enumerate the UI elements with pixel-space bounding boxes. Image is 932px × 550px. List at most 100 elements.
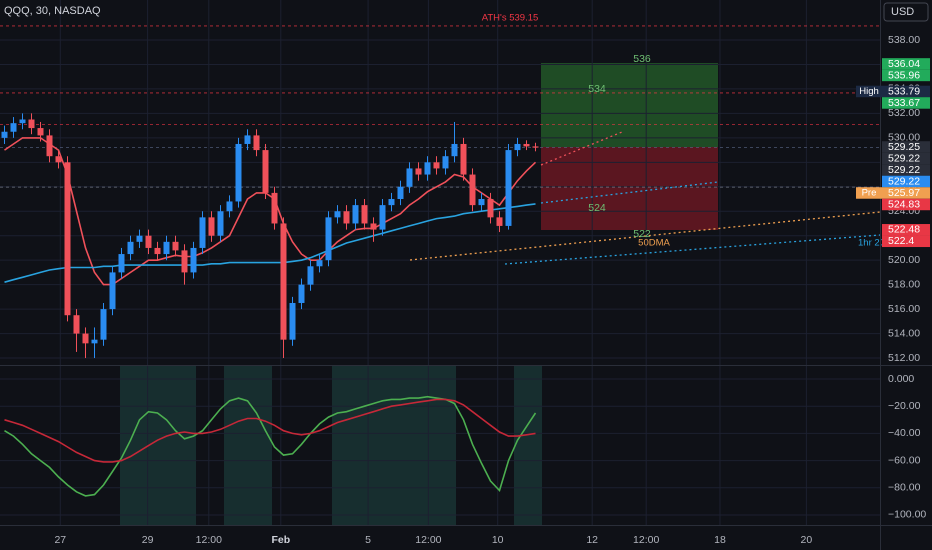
y-tick-label: 532.00 (888, 107, 920, 119)
candle-body (73, 315, 80, 334)
axis: 27 29 12:00 Feb 5 12:00 10 12 12:00 18 20 538.00 536… (54, 34, 930, 546)
price-tag-label: 529.25 (888, 141, 920, 153)
candle-body (343, 211, 350, 224)
candle-body (424, 162, 431, 175)
y-tick-label: −20.00 (888, 400, 921, 412)
stop-box (541, 147, 718, 230)
x-tick-label: 12:00 (196, 534, 222, 546)
marks: ATH's 539.15 (0, 12, 880, 497)
candle-body (100, 309, 107, 340)
box-label: 534 (588, 83, 606, 95)
price-tag-label: 525.97 (888, 187, 920, 199)
candle-body (235, 143, 242, 202)
candle-body (469, 174, 476, 206)
grid (0, 0, 880, 525)
price-tag (882, 187, 930, 199)
candle-body (397, 186, 404, 200)
osc-zones (120, 366, 542, 525)
candle-body (370, 223, 377, 230)
candle-body (91, 339, 98, 344)
candle-body (199, 217, 206, 248)
box-label: 536 (633, 53, 651, 65)
target-box (541, 63, 718, 147)
y-tick-label: 520.00 (888, 254, 920, 266)
price-tag-name: Pre (862, 188, 877, 199)
candle-body (46, 135, 53, 157)
candle-body (145, 235, 152, 248)
candle-body (109, 272, 116, 310)
candle-body (163, 241, 170, 255)
candle-body (82, 333, 89, 344)
x-tick-label: 27 (54, 534, 66, 546)
candle-body (64, 162, 71, 316)
zone (332, 366, 456, 525)
candle-body (55, 156, 62, 163)
zone (224, 366, 272, 525)
candle-body (208, 217, 215, 236)
candle-body (19, 119, 26, 124)
y-tick-label: 518.00 (888, 278, 920, 290)
trend-lines (409, 131, 881, 265)
price-tag (882, 141, 930, 153)
series-line (4, 203, 536, 283)
candle-body (289, 302, 296, 340)
candle-body (172, 241, 179, 251)
candle-body (361, 205, 368, 224)
candle-body (136, 235, 143, 242)
y-tick-label: 516.00 (888, 303, 920, 315)
x-tick-label: 12 (586, 534, 598, 546)
candle-body (154, 247, 161, 255)
price-tag-label: 533.67 (888, 97, 920, 109)
series-line (4, 137, 537, 286)
price-tag (882, 69, 930, 82)
candle-body (352, 205, 359, 224)
x-tick-label: 12:00 (415, 534, 441, 546)
candle-body (325, 217, 332, 261)
zone (120, 366, 196, 525)
price-tag-label: 536.04 (888, 58, 920, 70)
line-label: 50DMA (638, 238, 670, 249)
candle-body (253, 135, 260, 151)
price-tag-label: 522.4 (888, 235, 914, 247)
symbol-title: QQQ, 30, NASDAQ (4, 5, 101, 17)
x-tick-label: 18 (714, 534, 726, 546)
candle-body (505, 150, 512, 226)
candle-body (496, 217, 503, 226)
price-tag-label: 533.79 (888, 85, 920, 97)
candle-body (442, 156, 449, 169)
candle-body (334, 211, 341, 218)
candle-body (271, 192, 278, 224)
price-tag-name: High (859, 86, 879, 97)
price-tag (882, 175, 930, 188)
y-tick-label: 512.00 (888, 352, 920, 364)
y-tick-label: 538.00 (888, 34, 920, 46)
candle-body (523, 143, 530, 147)
candle-body (298, 284, 305, 303)
candle-body (406, 168, 413, 187)
candle-body (532, 146, 539, 148)
series-line (4, 398, 536, 463)
y-tick-label: −80.00 (888, 482, 921, 494)
x-tick-label: 10 (492, 534, 504, 546)
x-tick-label: 12:00 (633, 534, 659, 546)
box-label: 522 (633, 228, 651, 240)
y-tick-label: 530.00 (888, 132, 920, 144)
candle-body (388, 199, 395, 206)
candle-body (28, 119, 35, 129)
price-tag (882, 164, 930, 176)
y-tick-label: −100.00 (888, 509, 926, 521)
price-tag (882, 235, 930, 248)
y-tick-label: −60.00 (888, 454, 921, 466)
price-tag-name-box (856, 85, 882, 98)
box-label: 524 (588, 202, 606, 214)
candle-body (217, 211, 224, 236)
price-tag-label: 524.83 (888, 198, 920, 210)
x-tick-label: 29 (142, 534, 154, 546)
candle-body (487, 199, 494, 218)
candle-body (10, 123, 17, 132)
candle-body (514, 143, 521, 151)
currency: USD (891, 6, 914, 18)
y-tick-label: 514.00 (888, 327, 920, 339)
x-tick-label: Feb (271, 534, 290, 546)
